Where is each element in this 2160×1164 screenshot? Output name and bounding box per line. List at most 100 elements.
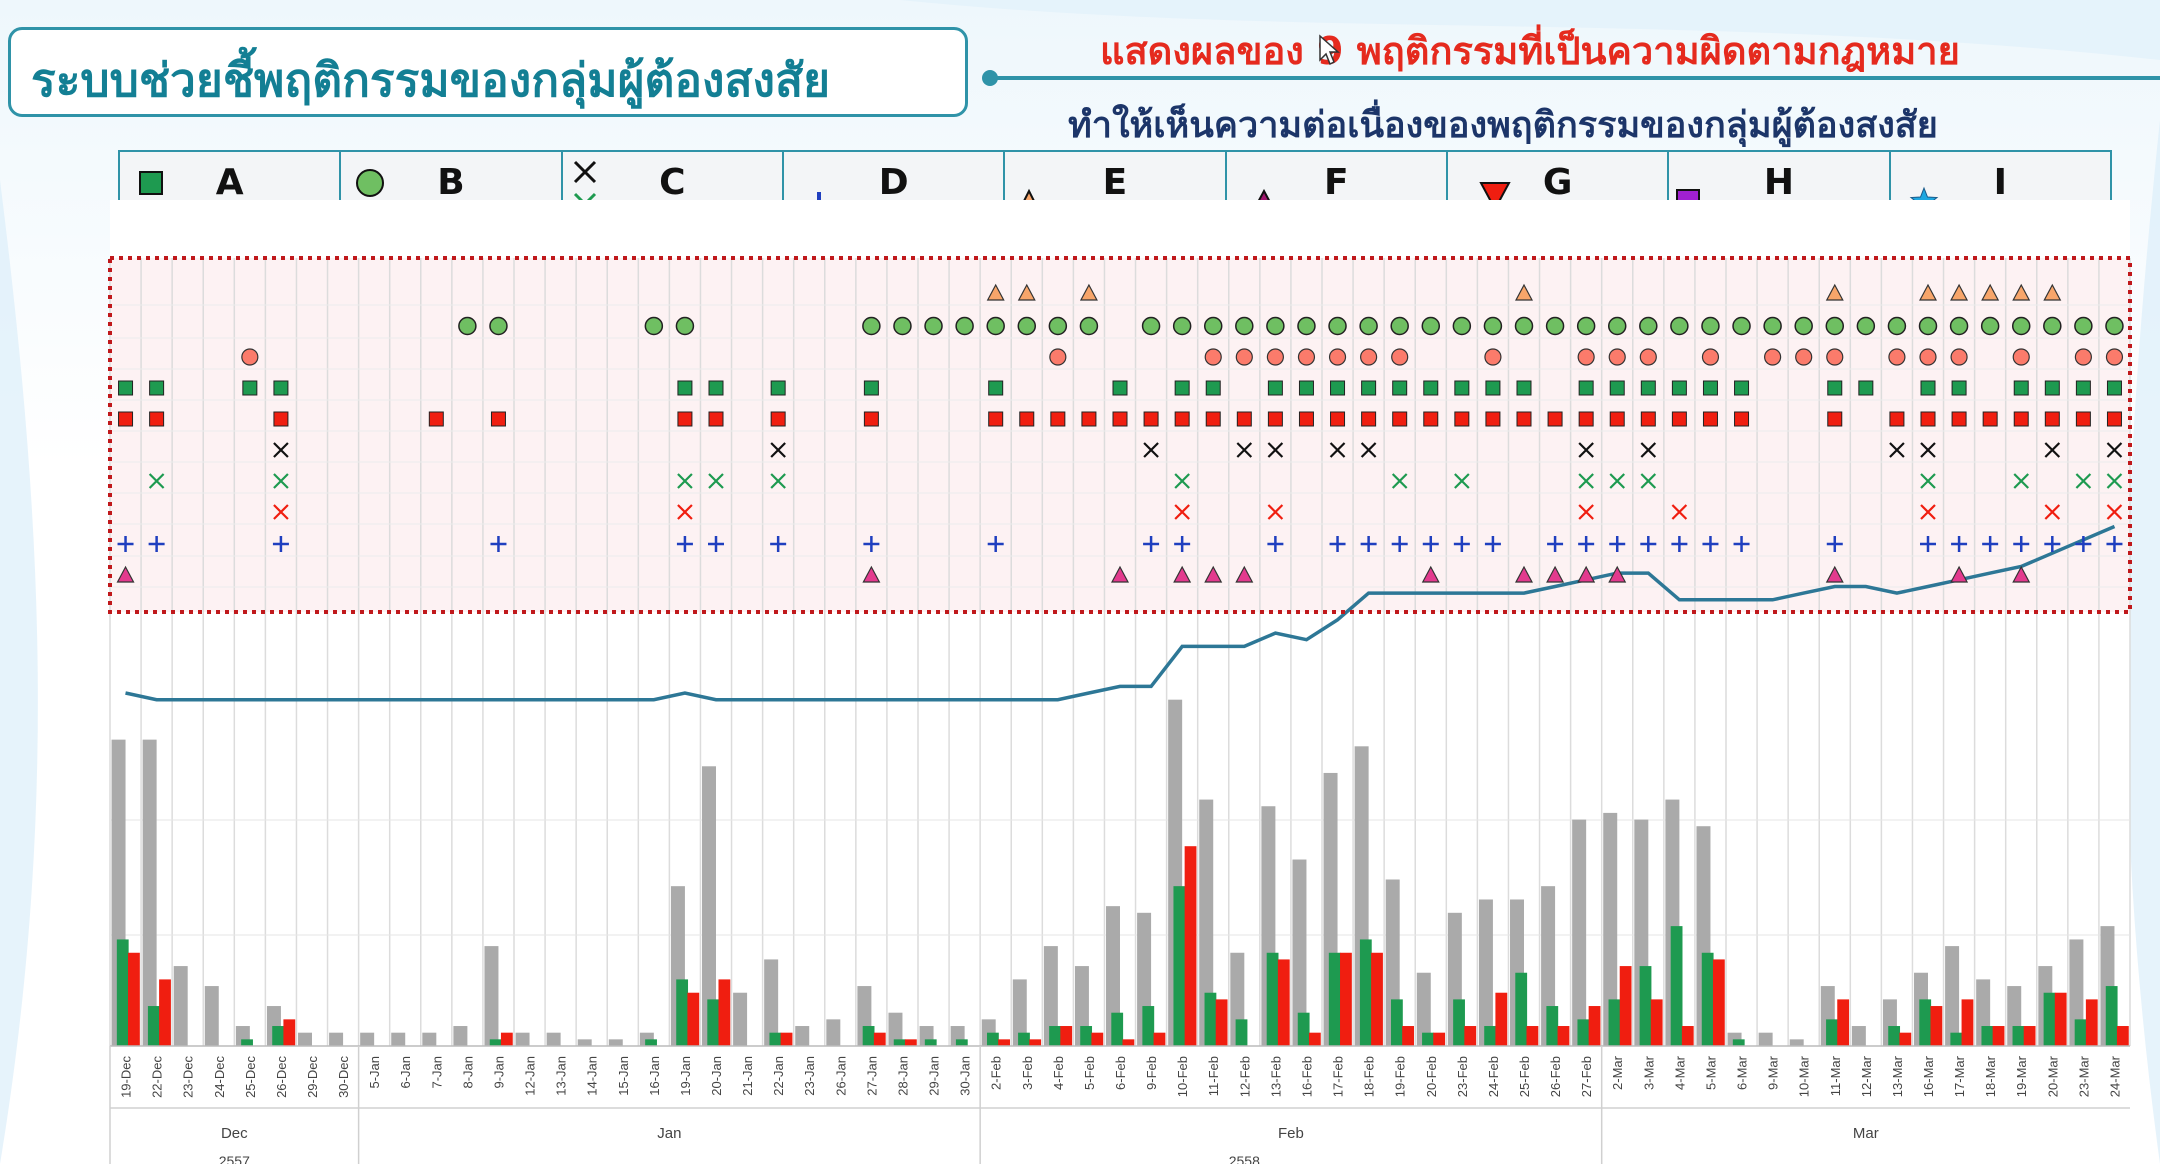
marker-b-green-circle [2074, 316, 2093, 336]
bar-red [1837, 999, 1850, 1046]
marker-c-green-x [1578, 473, 1594, 489]
bar-green [1235, 1019, 1248, 1046]
marker-a-red-square [2106, 411, 2122, 427]
legend-label-h: H [1763, 162, 1795, 203]
marker-a-red-square [677, 411, 693, 427]
marker-b-red-circle [2012, 348, 2030, 366]
bar-gray [391, 1032, 406, 1046]
bar-red [1308, 1032, 1321, 1046]
marker-c-black-x [2044, 442, 2061, 458]
x-tick-label: 19-Jan [678, 1056, 693, 1096]
bar-red [1153, 1032, 1166, 1046]
marker-d-plus [1484, 536, 1501, 552]
x-tick-label: 29-Jan [927, 1056, 942, 1096]
marker-region-background [110, 258, 2130, 612]
legend-label-c: C [659, 162, 686, 203]
x-tick-label: 20-Mar [2045, 1055, 2060, 1097]
marker-a-red-square [1361, 411, 1377, 427]
bar-green [1142, 1006, 1155, 1046]
x-tick-label: 2-Mar [1610, 1055, 1625, 1090]
bar-gray [733, 992, 748, 1046]
bar-green [1732, 1039, 1745, 1046]
bar-green [272, 1026, 285, 1046]
x-tick-label: 12-Feb [1237, 1056, 1252, 1097]
marker-b-green-circle [1421, 316, 1441, 336]
marker-d-plus [770, 536, 787, 552]
marker-b-green-circle [644, 316, 664, 336]
bar-green [1608, 999, 1621, 1046]
marker-f-triangle [1515, 565, 1533, 583]
marker-c-black-x [770, 442, 786, 458]
marker-b-green-circle [986, 316, 1005, 336]
bar-gray [826, 1019, 841, 1046]
marker-a-green-square [1174, 380, 1190, 396]
marker-a-green-square [988, 380, 1004, 396]
bar-gray [1789, 1039, 1804, 1046]
marker-b-red-circle [2074, 348, 2092, 366]
marker-a-green-square [677, 380, 693, 396]
marker-c-green-x [770, 473, 786, 489]
bar-red [1930, 1006, 1943, 1046]
marker-e-triangle [1017, 283, 1036, 301]
bar-red [1029, 1039, 1042, 1046]
marker-b-red-circle [1577, 348, 1595, 366]
marker-a-green-square [1951, 380, 1967, 396]
marker-region-border [108, 256, 2132, 614]
marker-a-red-square [2013, 411, 2029, 427]
bar-green [1266, 952, 1279, 1046]
marker-b-green-circle [1266, 316, 1285, 336]
marker-b-green-circle [1887, 316, 1907, 336]
marker-a-red-square [1640, 411, 1656, 427]
marker-a-green-square [1267, 380, 1283, 396]
bar-green [1950, 1032, 1963, 1046]
x-tick-label: 21-Jan [740, 1056, 755, 1096]
bar-gray [546, 1032, 561, 1046]
bar-green [1390, 999, 1403, 1046]
bar-gray [1292, 859, 1307, 1046]
marker-d-plus [987, 536, 1004, 552]
marker-c-black-x [1920, 442, 1936, 458]
bar-gray [1851, 1026, 1866, 1046]
marker-c-black-x [1143, 442, 1159, 458]
x-tick-label: 4-Feb [1051, 1056, 1066, 1090]
bar-gray [1043, 946, 1058, 1046]
bar-green [676, 979, 689, 1046]
marker-a-red-square [118, 411, 134, 427]
marker-a-green-square [770, 380, 786, 396]
bar-red [1433, 1032, 1446, 1046]
bar-red [718, 979, 731, 1046]
marker-d-plus [1360, 536, 1377, 552]
x-tick-label: 8-Jan [460, 1056, 475, 1089]
marker-c-red-x [1671, 504, 1688, 520]
marker-a-green-square [1578, 380, 1594, 396]
x-tick-label: 24-Dec [212, 1056, 227, 1098]
marker-b-green-circle [1732, 316, 1751, 336]
x-tick-label: 26-Feb [1548, 1056, 1563, 1097]
x-tick-label: 13-Feb [1268, 1056, 1283, 1097]
marker-a-green-square [149, 380, 165, 396]
marker-b-green-circle [1607, 316, 1627, 336]
bar-green [2012, 1026, 2025, 1046]
bar-red [2054, 992, 2067, 1046]
x-tick-label: 12-Jan [523, 1056, 538, 1096]
x-tick-label: 20-Jan [709, 1056, 724, 1096]
marker-d-plus [1267, 536, 1284, 552]
marker-a-red-square [490, 411, 506, 427]
marker-a-green-square [863, 380, 879, 396]
marker-e-triangle [2043, 283, 2062, 301]
marker-a-green-square [1516, 380, 1532, 396]
bar-green [489, 1039, 502, 1046]
bar-green [1204, 992, 1217, 1046]
marker-a-red-square [1485, 411, 1501, 427]
x-tick-label: 6-Mar [1735, 1055, 1750, 1090]
marker-b-red-circle [1328, 348, 1347, 366]
marker-b-red-circle [1950, 348, 1968, 366]
marker-a-green-square [1392, 380, 1408, 396]
marker-d-plus [2075, 536, 2092, 552]
marker-c-black-x [1889, 442, 1905, 458]
year-label: 2557 [219, 1153, 250, 1164]
marker-a-red-square [708, 411, 724, 427]
legend-label-b: B [437, 162, 465, 203]
bar-gray [484, 946, 499, 1046]
marker-c-red-x [273, 504, 289, 520]
